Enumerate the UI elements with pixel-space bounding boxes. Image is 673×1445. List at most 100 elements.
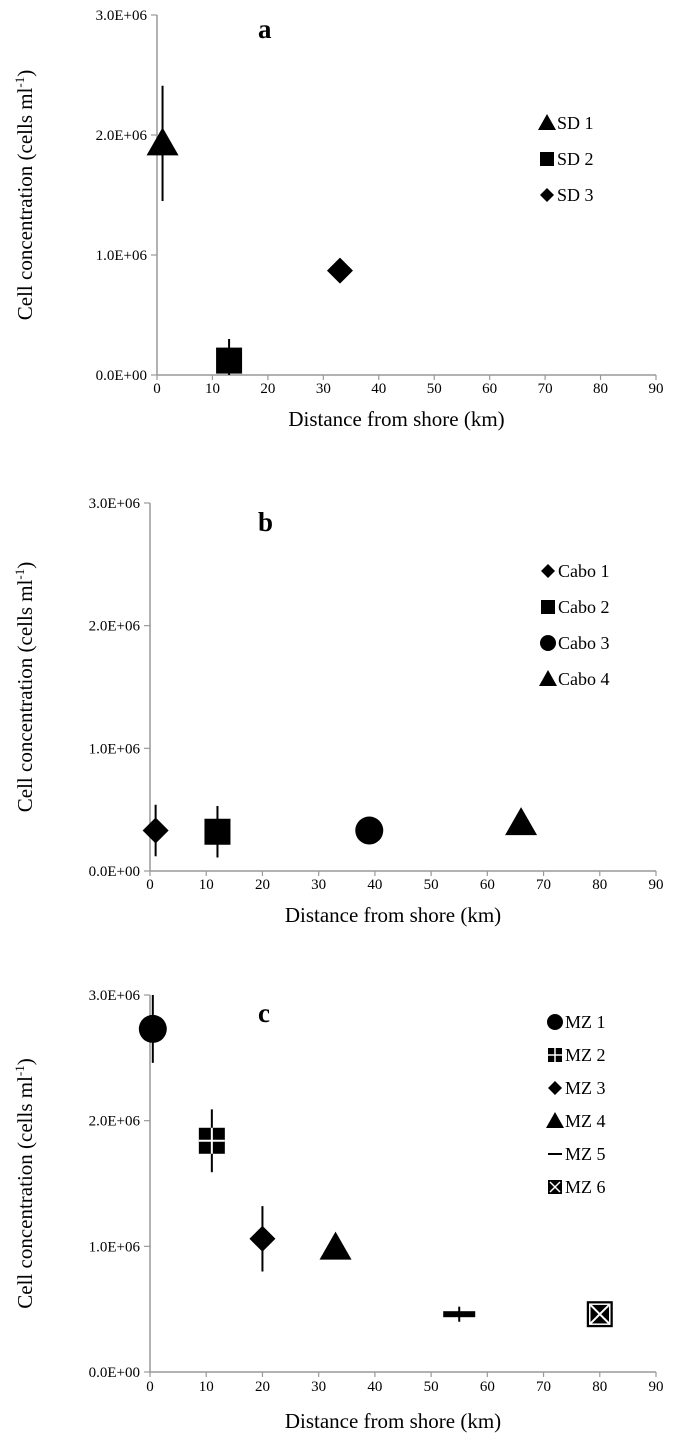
legend-marker [540, 152, 554, 166]
data-point [142, 817, 169, 844]
data-point [216, 347, 243, 374]
series-mz-2: MZ 2 [198, 1045, 606, 1173]
legend-label: SD 1 [557, 113, 594, 133]
y-tick-label: 3.0E+06 [96, 8, 148, 24]
x-tick-label: 90 [649, 877, 664, 893]
data-point-x2 [589, 1303, 611, 1325]
data-point [146, 127, 179, 156]
x-tick-label: 40 [367, 877, 382, 893]
series-mz-4: MZ 4 [319, 1111, 606, 1260]
series-sd-2: SD 2 [216, 149, 594, 375]
data-point [443, 1311, 476, 1318]
x-tick-label: 0 [146, 877, 154, 893]
legend-marker [548, 1153, 562, 1155]
legend-label: MZ 1 [565, 1012, 606, 1032]
series-mz-1: MZ 1 [138, 995, 606, 1063]
y-tick-label: 1.0E+06 [89, 741, 141, 757]
series-sd-1: SD 1 [146, 85, 594, 201]
y-axis-label: Cell concentration (cells ml-1) [12, 562, 37, 813]
y-tick-label: 1.0E+06 [96, 248, 148, 264]
x-tick-label: 60 [482, 381, 497, 397]
panel-label: a [258, 14, 272, 44]
legend-label: MZ 6 [565, 1177, 606, 1197]
x-tick-label: 30 [316, 381, 331, 397]
series-mz-6: MZ 6 [548, 1177, 613, 1328]
y-axis-label: Cell concentration (cells ml-1) [12, 70, 37, 321]
x-tick-label: 90 [649, 1379, 664, 1395]
legend-marker [548, 1081, 562, 1095]
data-point-inner [589, 1303, 611, 1325]
data-point [249, 1225, 276, 1252]
x-axis-label: Distance from shore (km) [288, 407, 504, 431]
x-tick-label: 80 [593, 381, 608, 397]
x-tick-label: 20 [260, 381, 275, 397]
x-tick-label: 70 [536, 1379, 551, 1395]
x-tick-label: 20 [255, 877, 270, 893]
x-tick-label: 40 [371, 381, 386, 397]
series-sd-3: SD 3 [326, 185, 594, 284]
data-point [319, 1231, 352, 1260]
series-cabo-4: Cabo 4 [505, 669, 610, 836]
legend-marker [541, 564, 555, 578]
series-mz-5: MZ 5 [443, 1144, 606, 1322]
x-tick-label: 80 [592, 1379, 607, 1395]
legend-label: Cabo 2 [558, 597, 610, 617]
legend-label: Cabo 3 [558, 633, 610, 653]
data-point [326, 257, 353, 284]
x-tick-label: 10 [205, 381, 220, 397]
series-cabo-3: Cabo 3 [355, 633, 610, 845]
legend-label: MZ 4 [565, 1111, 606, 1131]
x-tick-label: 40 [367, 1379, 382, 1395]
x-tick-label: 50 [427, 381, 442, 397]
x-tick-label: 10 [199, 1379, 214, 1395]
series-cabo-1: Cabo 1 [142, 561, 610, 857]
y-tick-label: 3.0E+06 [89, 988, 141, 1004]
legend-label: MZ 3 [565, 1078, 606, 1098]
x-tick-label: 50 [424, 1379, 439, 1395]
series-cabo-2: Cabo 2 [204, 597, 610, 858]
panel-a: 0 10 20 30 40 50 60 70 80 90 0.0E+00 1.0E+06 2.0E+06… [12, 8, 664, 431]
legend-label: SD 3 [557, 185, 594, 205]
x-axis-label: Distance from shore (km) [285, 1409, 501, 1433]
x-tick-label: 30 [311, 1379, 326, 1395]
y-tick-label: 0.0E+00 [96, 368, 147, 384]
y-tick-label: 1.0E+06 [89, 1239, 141, 1255]
x-tick-label: 70 [536, 877, 551, 893]
data-point [505, 807, 538, 836]
legend-marker [540, 635, 556, 651]
panel-c: 0 10 20 30 40 50 60 70 80 90 0.0E+00 1.0E+06 2.0E+06… [12, 988, 664, 1433]
y-tick-label: 0.0E+00 [89, 1365, 140, 1381]
legend-label: MZ 5 [565, 1144, 606, 1164]
legend-marker [541, 600, 555, 614]
y-axis-label: Cell concentration (cells ml-1) [12, 1058, 37, 1309]
series-mz-3: MZ 3 [249, 1078, 606, 1272]
legend-label: Cabo 1 [558, 561, 610, 581]
y-tick-label: 2.0E+06 [89, 1114, 141, 1130]
panel-label: c [258, 998, 270, 1028]
legend-marker [546, 1112, 564, 1128]
x-tick-label: 60 [480, 1379, 495, 1395]
data-point [138, 1014, 167, 1043]
x-tick-label: 0 [146, 1379, 154, 1395]
legend-label: SD 2 [557, 149, 594, 169]
legend-label: MZ 2 [565, 1045, 606, 1065]
x-tick-label: 0 [153, 381, 161, 397]
x-tick-label: 30 [311, 877, 326, 893]
legend-marker-x2 [549, 1181, 561, 1193]
y-tick-label: 0.0E+00 [89, 864, 140, 880]
x-tick-label: 10 [199, 877, 214, 893]
legend-marker [538, 114, 556, 130]
legend-label: Cabo 4 [558, 669, 610, 689]
x-tick-label: 50 [424, 877, 439, 893]
x-tick-label: 90 [649, 381, 664, 397]
legend-marker [540, 188, 554, 202]
data-point [355, 816, 384, 845]
y-tick-label: 2.0E+06 [96, 128, 148, 144]
x-tick-label: 20 [255, 1379, 270, 1395]
x-tick-label: 70 [538, 381, 553, 397]
y-tick-label: 2.0E+06 [89, 619, 141, 635]
legend-marker [539, 670, 557, 686]
y-tick-label: 3.0E+06 [89, 496, 141, 512]
x-tick-label: 80 [592, 877, 607, 893]
